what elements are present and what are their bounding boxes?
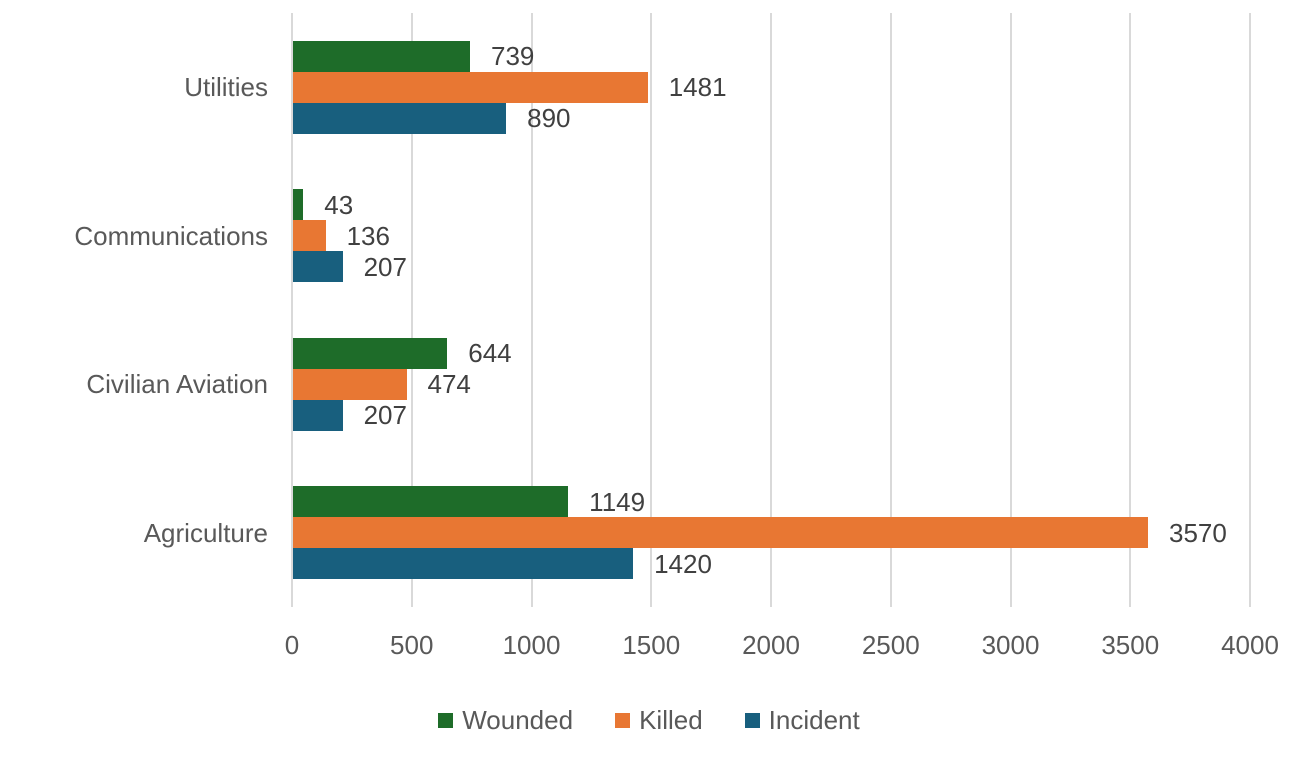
bar-value-label: 739 (490, 41, 535, 72)
gridline (1009, 13, 1012, 607)
bar-wounded (293, 486, 569, 518)
gridline (1129, 13, 1132, 607)
bar-value-label: 136 (346, 220, 390, 251)
legend: Wounded Killed Incident (0, 703, 1298, 737)
bar-killed (293, 71, 648, 103)
gridline (650, 13, 653, 607)
gridline (770, 13, 772, 607)
legend-item: Killed (615, 703, 703, 737)
category-label: Utilities (184, 72, 268, 103)
legend-label: Wounded (462, 705, 574, 735)
bar-wounded (293, 40, 470, 72)
bar-killed (293, 368, 407, 400)
gridline (889, 13, 892, 607)
x-axis-tick-label: 3500 (1101, 630, 1160, 660)
bar-value-label: 43 (324, 189, 354, 220)
gridline (410, 13, 413, 607)
bar-value-label: 474 (427, 369, 471, 400)
bar-incident (293, 399, 343, 431)
bar-value-label: 1420 (654, 548, 712, 579)
x-axis-tick-label: 0 (284, 630, 300, 660)
bar-killed (293, 517, 1148, 549)
legend-label: Killed (639, 705, 703, 735)
x-axis-tick-label: 1000 (502, 630, 561, 660)
legend-swatch-incident (744, 712, 760, 728)
legend-item: Wounded (438, 703, 573, 737)
x-axis-tick-label: 3000 (981, 630, 1040, 660)
bar-incident (293, 251, 343, 283)
legend-label: Incident (768, 705, 860, 735)
legend-swatch-wounded (438, 712, 454, 728)
bar-wounded (293, 189, 304, 221)
bar-value-label: 1481 (668, 72, 727, 103)
bar-incident (293, 102, 507, 134)
bar-value-label: 890 (527, 103, 571, 134)
bar-wounded (293, 337, 448, 369)
category-label: Agriculture (143, 517, 268, 548)
x-axis-tick-label: 2000 (742, 630, 800, 660)
bar-incident (293, 548, 634, 580)
bar-value-label: 1149 (589, 486, 646, 517)
bar-value-label: 207 (363, 251, 407, 282)
bar-value-label: 644 (468, 338, 512, 369)
bar-killed (293, 220, 326, 252)
gridline (530, 13, 533, 607)
category-label: Communications (74, 220, 268, 251)
bar-value-label: 207 (363, 400, 407, 431)
legend-swatch-killed (615, 712, 631, 728)
legend-item: Incident (744, 703, 860, 737)
bar-value-label: 3570 (1169, 517, 1227, 548)
x-axis-tick-label: 4000 (1221, 630, 1279, 660)
x-axis-tick-label: 2500 (861, 630, 920, 660)
gridline (1249, 13, 1251, 607)
gridline (291, 13, 293, 607)
x-axis-tick-label: 500 (390, 630, 434, 660)
x-axis-tick-label: 1500 (622, 630, 681, 660)
category-label: Civilian Aviation (86, 369, 268, 400)
